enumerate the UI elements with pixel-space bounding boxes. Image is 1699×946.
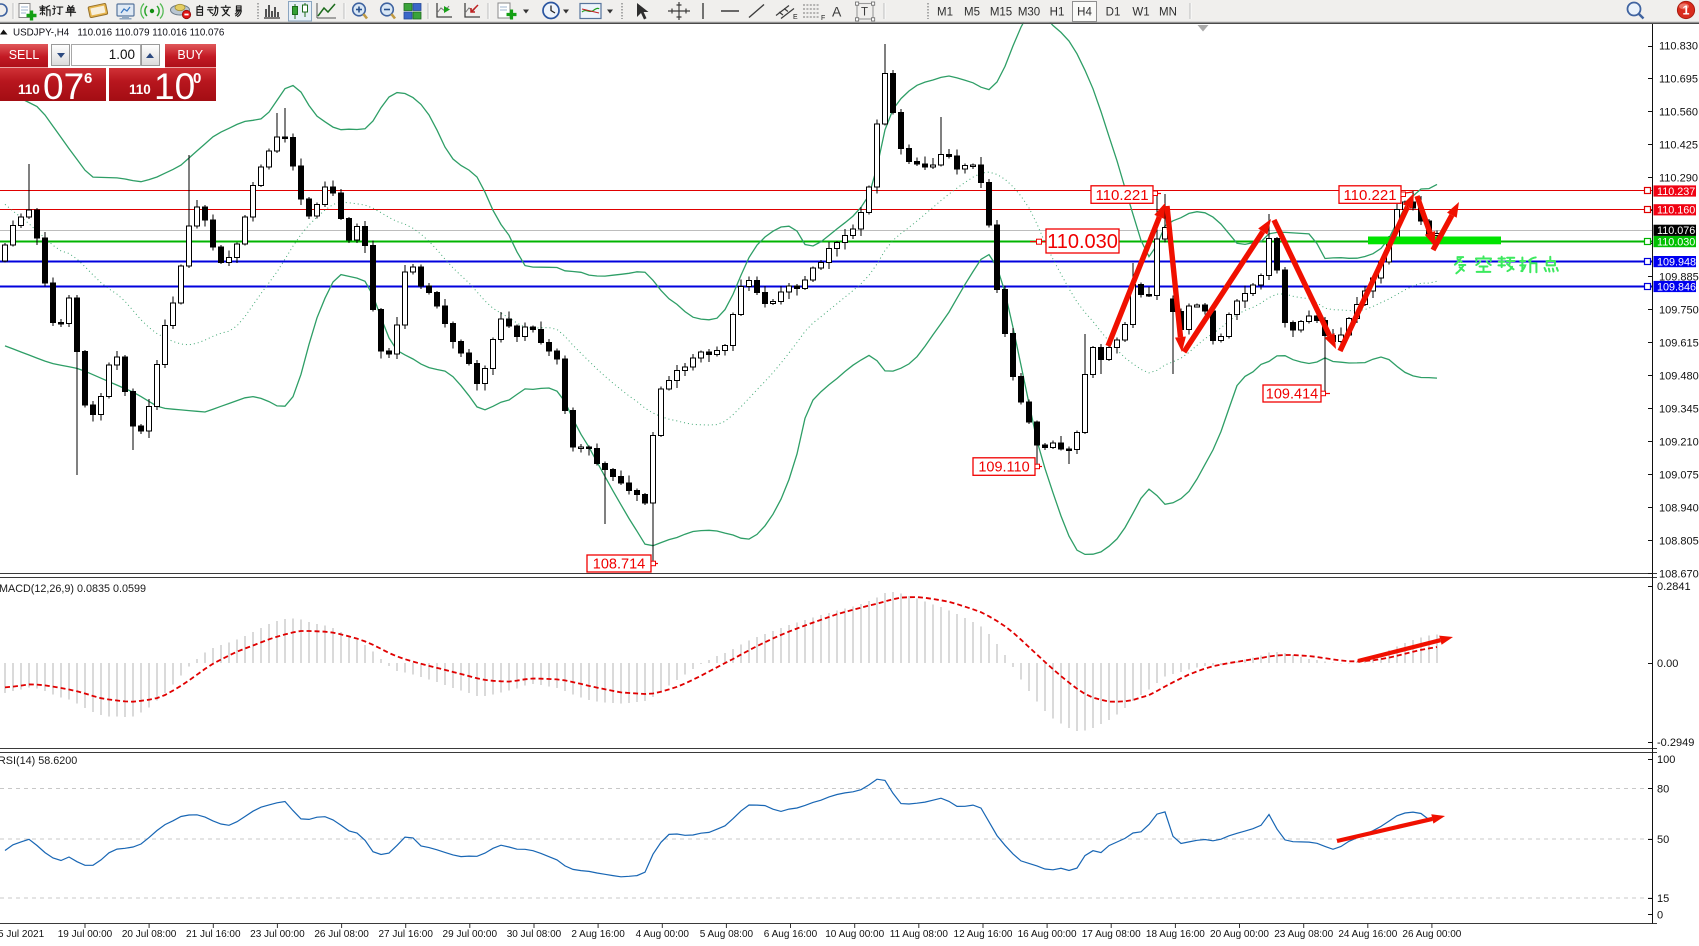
svg-text:11 Aug 08:00: 11 Aug 08:00: [890, 929, 949, 940]
svg-text:M5: M5: [964, 7, 980, 19]
svg-text:110.425: 110.425: [1659, 140, 1698, 152]
svg-text:108.940: 108.940: [1659, 503, 1699, 515]
svg-text:110.221: 110.221: [1343, 187, 1396, 204]
svg-text:M1: M1: [937, 7, 953, 19]
svg-text:30 Jul 08:00: 30 Jul 08:00: [507, 929, 562, 940]
svg-text:108.714: 108.714: [593, 557, 645, 573]
svg-text:5 Aug 08:00: 5 Aug 08:00: [700, 929, 754, 940]
svg-text:109.885: 109.885: [1659, 272, 1699, 284]
svg-text:109.750: 109.750: [1659, 305, 1699, 317]
svg-text:15: 15: [1657, 893, 1669, 905]
svg-text:0: 0: [1657, 909, 1663, 921]
svg-text:100: 100: [1657, 754, 1675, 766]
svg-text:110.076: 110.076: [1657, 225, 1695, 237]
svg-text:26 Jul 08:00: 26 Jul 08:00: [314, 929, 369, 940]
svg-text:16 Aug 00:00: 16 Aug 00:00: [1018, 929, 1077, 940]
svg-text:2 Aug 16:00: 2 Aug 16:00: [571, 929, 625, 940]
svg-text:109.075: 109.075: [1659, 470, 1699, 482]
svg-text:109.615: 109.615: [1659, 338, 1699, 350]
svg-text:F: F: [821, 15, 825, 22]
svg-text:12 Aug 16:00: 12 Aug 16:00: [954, 929, 1013, 940]
svg-text:109.948: 109.948: [1657, 256, 1696, 268]
svg-text:109.110: 109.110: [978, 460, 1029, 476]
svg-text:D1: D1: [1106, 7, 1121, 19]
svg-text:109.210: 109.210: [1659, 437, 1699, 449]
svg-text:110.237: 110.237: [1657, 186, 1695, 198]
svg-text:17 Aug 08:00: 17 Aug 08:00: [1082, 929, 1141, 940]
svg-text:E: E: [793, 14, 798, 21]
svg-text:110.695: 110.695: [1659, 74, 1698, 86]
svg-text:1: 1: [1683, 4, 1690, 18]
svg-text:10 Aug 00:00: 10 Aug 00:00: [825, 929, 884, 940]
svg-text:26 Aug 00:00: 26 Aug 00:00: [1402, 929, 1461, 940]
svg-text:110.290: 110.290: [1659, 173, 1698, 185]
svg-text:RSI(14) 58.6200: RSI(14) 58.6200: [0, 755, 77, 767]
svg-text:110.030: 110.030: [1657, 236, 1695, 248]
svg-text:23 Jul 00:00: 23 Jul 00:00: [250, 929, 305, 940]
svg-text:110.030: 110.030: [1047, 231, 1118, 253]
svg-text:18 Aug 16:00: 18 Aug 16:00: [1146, 929, 1205, 940]
svg-text:MN: MN: [1159, 7, 1177, 19]
svg-text:108.805: 108.805: [1659, 536, 1699, 548]
svg-text:109.846: 109.846: [1657, 281, 1696, 293]
svg-text:109.414: 109.414: [1266, 387, 1318, 403]
svg-text:110.560: 110.560: [1659, 107, 1698, 119]
svg-text:6 Aug 16:00: 6 Aug 16:00: [764, 929, 818, 940]
svg-text:110.221: 110.221: [1095, 187, 1148, 204]
svg-text:H1: H1: [1050, 7, 1065, 19]
svg-text:USDJPY-,H4 110.016 110.079 1: USDJPY-,H4 110.016 110.079 110.016 110.0…: [13, 28, 225, 39]
svg-text:29 Jul 00:00: 29 Jul 00:00: [443, 929, 498, 940]
svg-text:W1: W1: [1132, 7, 1149, 19]
svg-text:A: A: [832, 4, 842, 20]
svg-text:T: T: [861, 7, 868, 19]
svg-text:20 Jul 08:00: 20 Jul 08:00: [122, 929, 177, 940]
svg-text:109.480: 109.480: [1659, 371, 1699, 383]
svg-text:27 Jul 16:00: 27 Jul 16:00: [378, 929, 433, 940]
svg-text:108.670: 108.670: [1659, 569, 1699, 581]
svg-text:5 Jul 2021: 5 Jul 2021: [0, 929, 45, 940]
svg-text:24 Aug 16:00: 24 Aug 16:00: [1338, 929, 1397, 940]
svg-text:50: 50: [1657, 834, 1669, 846]
svg-text:23 Aug 08:00: 23 Aug 08:00: [1274, 929, 1333, 940]
svg-text:-0.2949: -0.2949: [1657, 737, 1694, 749]
svg-text:110.830: 110.830: [1659, 41, 1698, 53]
svg-text:19 Jul 00:00: 19 Jul 00:00: [58, 929, 113, 940]
svg-text:110.160: 110.160: [1657, 205, 1695, 217]
svg-text:4 Aug 00:00: 4 Aug 00:00: [636, 929, 690, 940]
svg-text:0.00: 0.00: [1657, 658, 1678, 670]
svg-text:109.345: 109.345: [1659, 404, 1699, 416]
svg-text:20 Aug 00:00: 20 Aug 00:00: [1210, 929, 1269, 940]
svg-text:80: 80: [1657, 783, 1669, 795]
svg-text:MACD(12,26,9) 0.0835 0.0599: MACD(12,26,9) 0.0835 0.0599: [0, 583, 146, 595]
svg-text:0.2841: 0.2841: [1657, 581, 1691, 593]
svg-text:M30: M30: [1018, 7, 1040, 19]
svg-text:H4: H4: [1077, 7, 1092, 19]
svg-text:21 Jul 16:00: 21 Jul 16:00: [186, 929, 241, 940]
svg-text:M15: M15: [990, 7, 1012, 19]
